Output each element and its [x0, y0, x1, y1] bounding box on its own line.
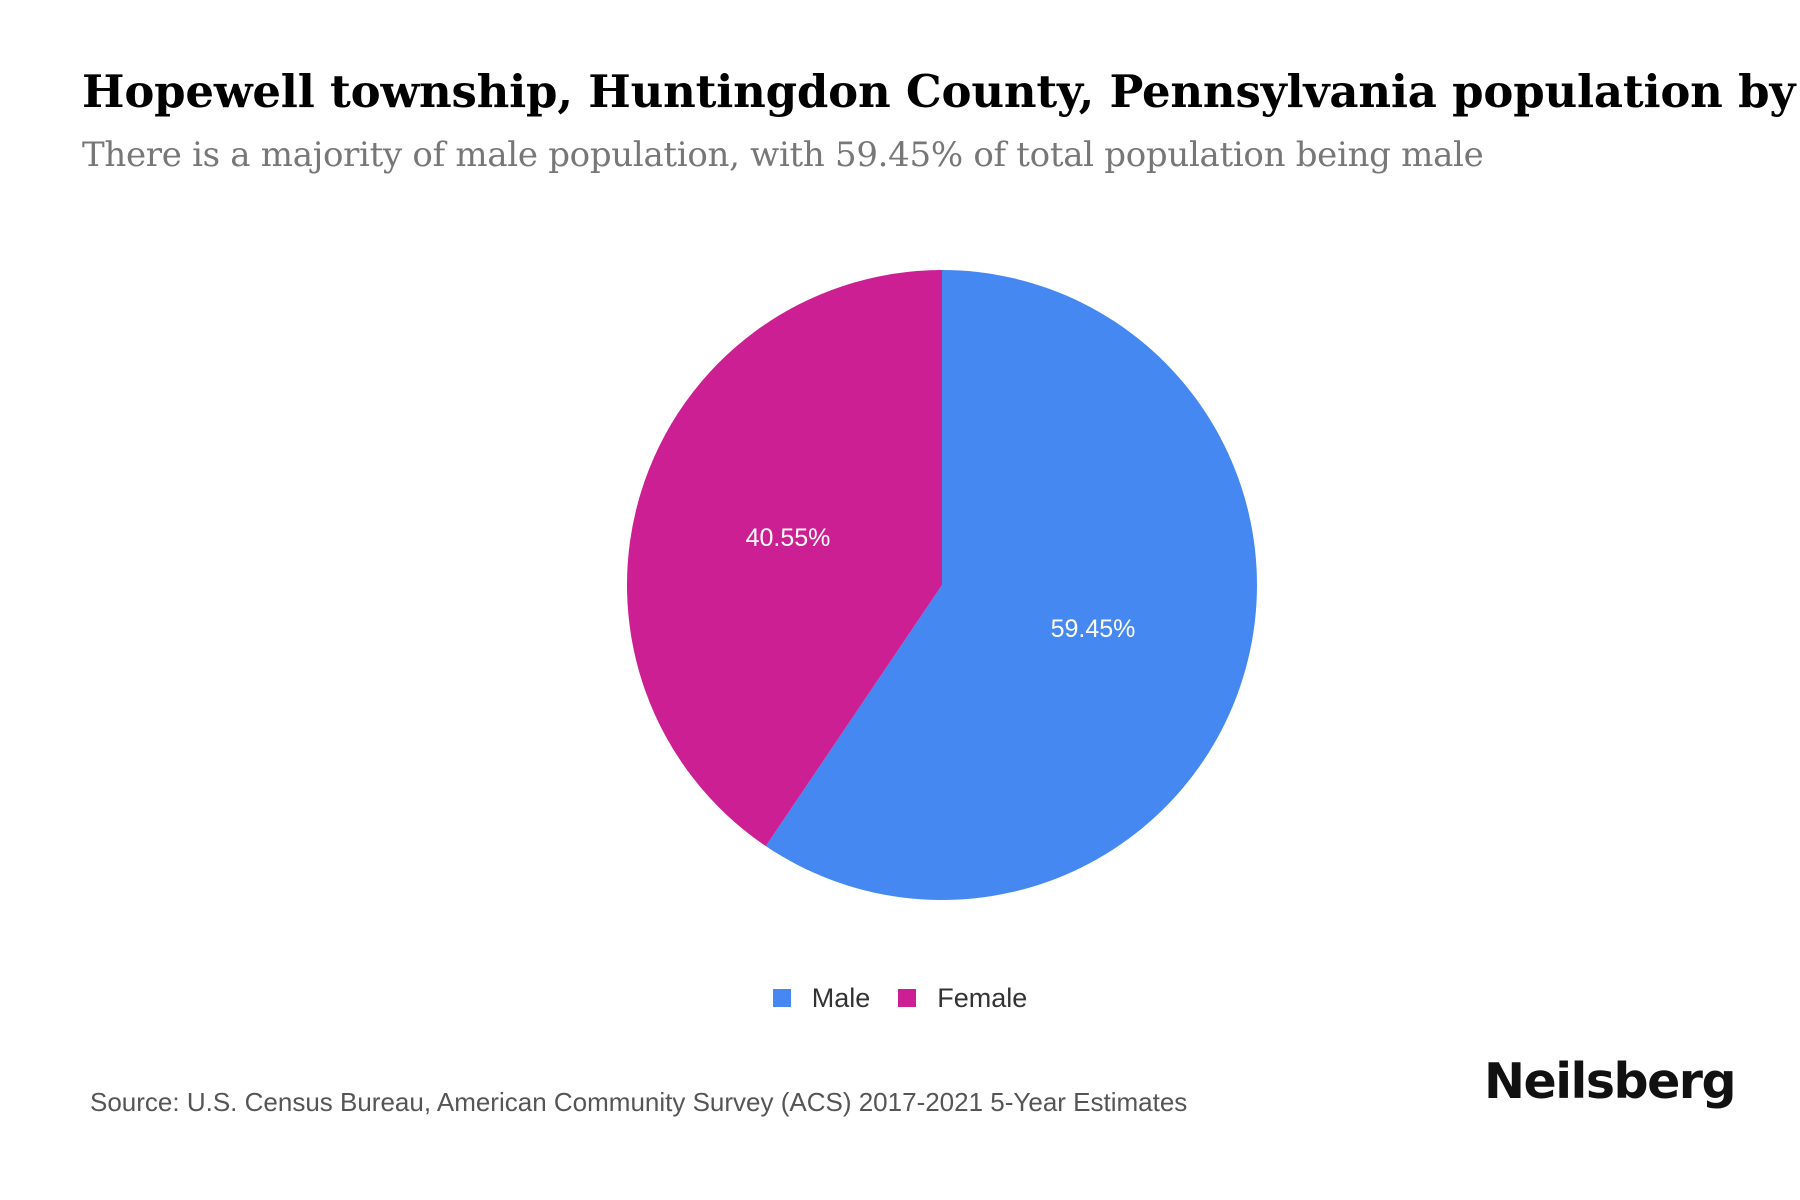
chart-title: Hopewell township, Huntingdon County, Pe… [82, 65, 1800, 118]
brand-logo: Neilsberg [1484, 1053, 1737, 1110]
pie-slice-female[interactable] [626, 270, 942, 847]
legend-item-female[interactable]: Female [898, 983, 1027, 1014]
chart-subtitle: There is a majority of male population, … [82, 135, 1484, 175]
chart-legend: Male Female [0, 980, 1800, 1016]
legend-label-female: Female [937, 982, 1028, 1013]
legend-swatch-male-icon [772, 989, 791, 1007]
legend-item-male[interactable]: Male [772, 982, 871, 1014]
source-note: Source: U.S. Census Bureau, American Com… [90, 1087, 1188, 1117]
slice-label-male: 59.45% [1050, 615, 1136, 643]
pie-slice-male[interactable] [765, 270, 1257, 900]
legend-label-male: Male [811, 982, 871, 1013]
legend-swatch-female-icon [898, 989, 917, 1007]
slice-label-female: 40.55% [745, 524, 831, 552]
